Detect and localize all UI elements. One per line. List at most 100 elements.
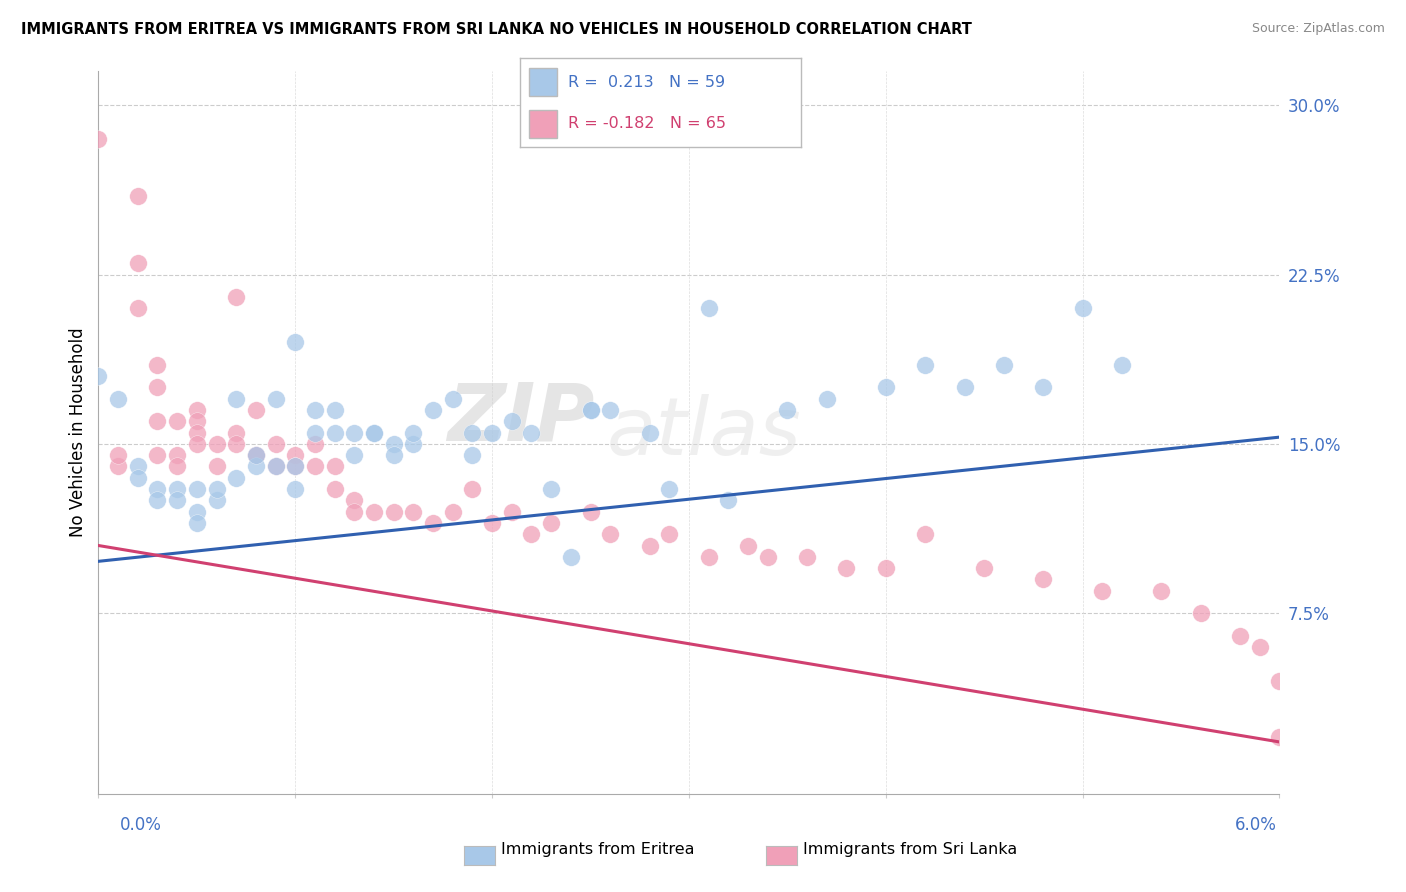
Point bbox=[87, 132, 110, 146]
Point bbox=[284, 459, 307, 474]
Point bbox=[875, 380, 897, 394]
Text: R = -0.182   N = 65: R = -0.182 N = 65 bbox=[568, 117, 725, 131]
Point bbox=[1150, 583, 1173, 598]
Point bbox=[756, 549, 779, 564]
Point bbox=[815, 392, 838, 406]
Point bbox=[284, 448, 307, 462]
Point bbox=[402, 425, 425, 440]
Point bbox=[481, 516, 503, 530]
Point bbox=[796, 549, 818, 564]
Point bbox=[1249, 640, 1271, 654]
Point bbox=[225, 437, 247, 451]
Point bbox=[284, 335, 307, 350]
Point bbox=[166, 493, 188, 508]
Y-axis label: No Vehicles in Household: No Vehicles in Household bbox=[69, 327, 87, 538]
Point bbox=[264, 459, 287, 474]
Point bbox=[382, 505, 405, 519]
Point bbox=[146, 414, 169, 428]
Point bbox=[1071, 301, 1094, 316]
Point bbox=[245, 448, 267, 462]
Point bbox=[579, 505, 602, 519]
Point bbox=[205, 459, 228, 474]
Point bbox=[245, 459, 267, 474]
Point bbox=[127, 459, 149, 474]
Point bbox=[284, 459, 307, 474]
Point bbox=[422, 516, 444, 530]
Point bbox=[225, 471, 247, 485]
Point bbox=[323, 425, 346, 440]
Point bbox=[1268, 731, 1291, 745]
Point bbox=[343, 505, 366, 519]
Point bbox=[146, 358, 169, 372]
Text: ZIP: ZIP bbox=[447, 379, 595, 458]
Point bbox=[363, 425, 385, 440]
Point bbox=[953, 380, 976, 394]
Point bbox=[1091, 583, 1114, 598]
Point bbox=[737, 539, 759, 553]
Point bbox=[323, 459, 346, 474]
Point bbox=[402, 437, 425, 451]
Point bbox=[166, 414, 188, 428]
Point bbox=[638, 425, 661, 440]
Point bbox=[245, 448, 267, 462]
Point bbox=[166, 482, 188, 496]
Point bbox=[186, 403, 208, 417]
Point bbox=[579, 403, 602, 417]
Point bbox=[835, 561, 858, 575]
Point bbox=[1111, 358, 1133, 372]
Point bbox=[186, 425, 208, 440]
Point bbox=[363, 425, 385, 440]
Point bbox=[382, 448, 405, 462]
Point bbox=[343, 425, 366, 440]
Point bbox=[1229, 629, 1251, 643]
Point bbox=[87, 369, 110, 384]
Point bbox=[540, 516, 562, 530]
Point bbox=[225, 425, 247, 440]
Text: 0.0%: 0.0% bbox=[120, 816, 162, 834]
Point bbox=[186, 482, 208, 496]
Point bbox=[540, 482, 562, 496]
Point bbox=[402, 505, 425, 519]
Point bbox=[1189, 607, 1212, 621]
Point bbox=[284, 482, 307, 496]
Point bbox=[1032, 573, 1054, 587]
Point bbox=[107, 448, 129, 462]
Point bbox=[875, 561, 897, 575]
Point bbox=[166, 459, 188, 474]
Point bbox=[127, 188, 149, 202]
Text: Immigrants from Eritrea: Immigrants from Eritrea bbox=[501, 842, 695, 856]
Point bbox=[501, 505, 523, 519]
Point bbox=[638, 539, 661, 553]
Point bbox=[422, 403, 444, 417]
Point bbox=[107, 392, 129, 406]
Point bbox=[166, 448, 188, 462]
Point bbox=[441, 392, 464, 406]
Text: Immigrants from Sri Lanka: Immigrants from Sri Lanka bbox=[803, 842, 1017, 856]
Point bbox=[205, 437, 228, 451]
Point bbox=[146, 482, 169, 496]
Point bbox=[560, 549, 582, 564]
Point bbox=[245, 403, 267, 417]
Point bbox=[264, 392, 287, 406]
Point bbox=[579, 403, 602, 417]
Point bbox=[205, 493, 228, 508]
Text: IMMIGRANTS FROM ERITREA VS IMMIGRANTS FROM SRI LANKA NO VEHICLES IN HOUSEHOLD CO: IMMIGRANTS FROM ERITREA VS IMMIGRANTS FR… bbox=[21, 22, 972, 37]
Point bbox=[343, 448, 366, 462]
Point bbox=[186, 505, 208, 519]
Point bbox=[717, 493, 740, 508]
Point bbox=[304, 437, 326, 451]
Point bbox=[501, 414, 523, 428]
Point bbox=[225, 392, 247, 406]
Point bbox=[205, 482, 228, 496]
Point bbox=[186, 414, 208, 428]
Point bbox=[382, 437, 405, 451]
Point bbox=[225, 290, 247, 304]
Point bbox=[993, 358, 1015, 372]
Text: Source: ZipAtlas.com: Source: ZipAtlas.com bbox=[1251, 22, 1385, 36]
Point bbox=[264, 437, 287, 451]
Point bbox=[973, 561, 995, 575]
Point bbox=[776, 403, 799, 417]
Point bbox=[599, 403, 621, 417]
Point bbox=[186, 437, 208, 451]
Point bbox=[658, 527, 681, 541]
